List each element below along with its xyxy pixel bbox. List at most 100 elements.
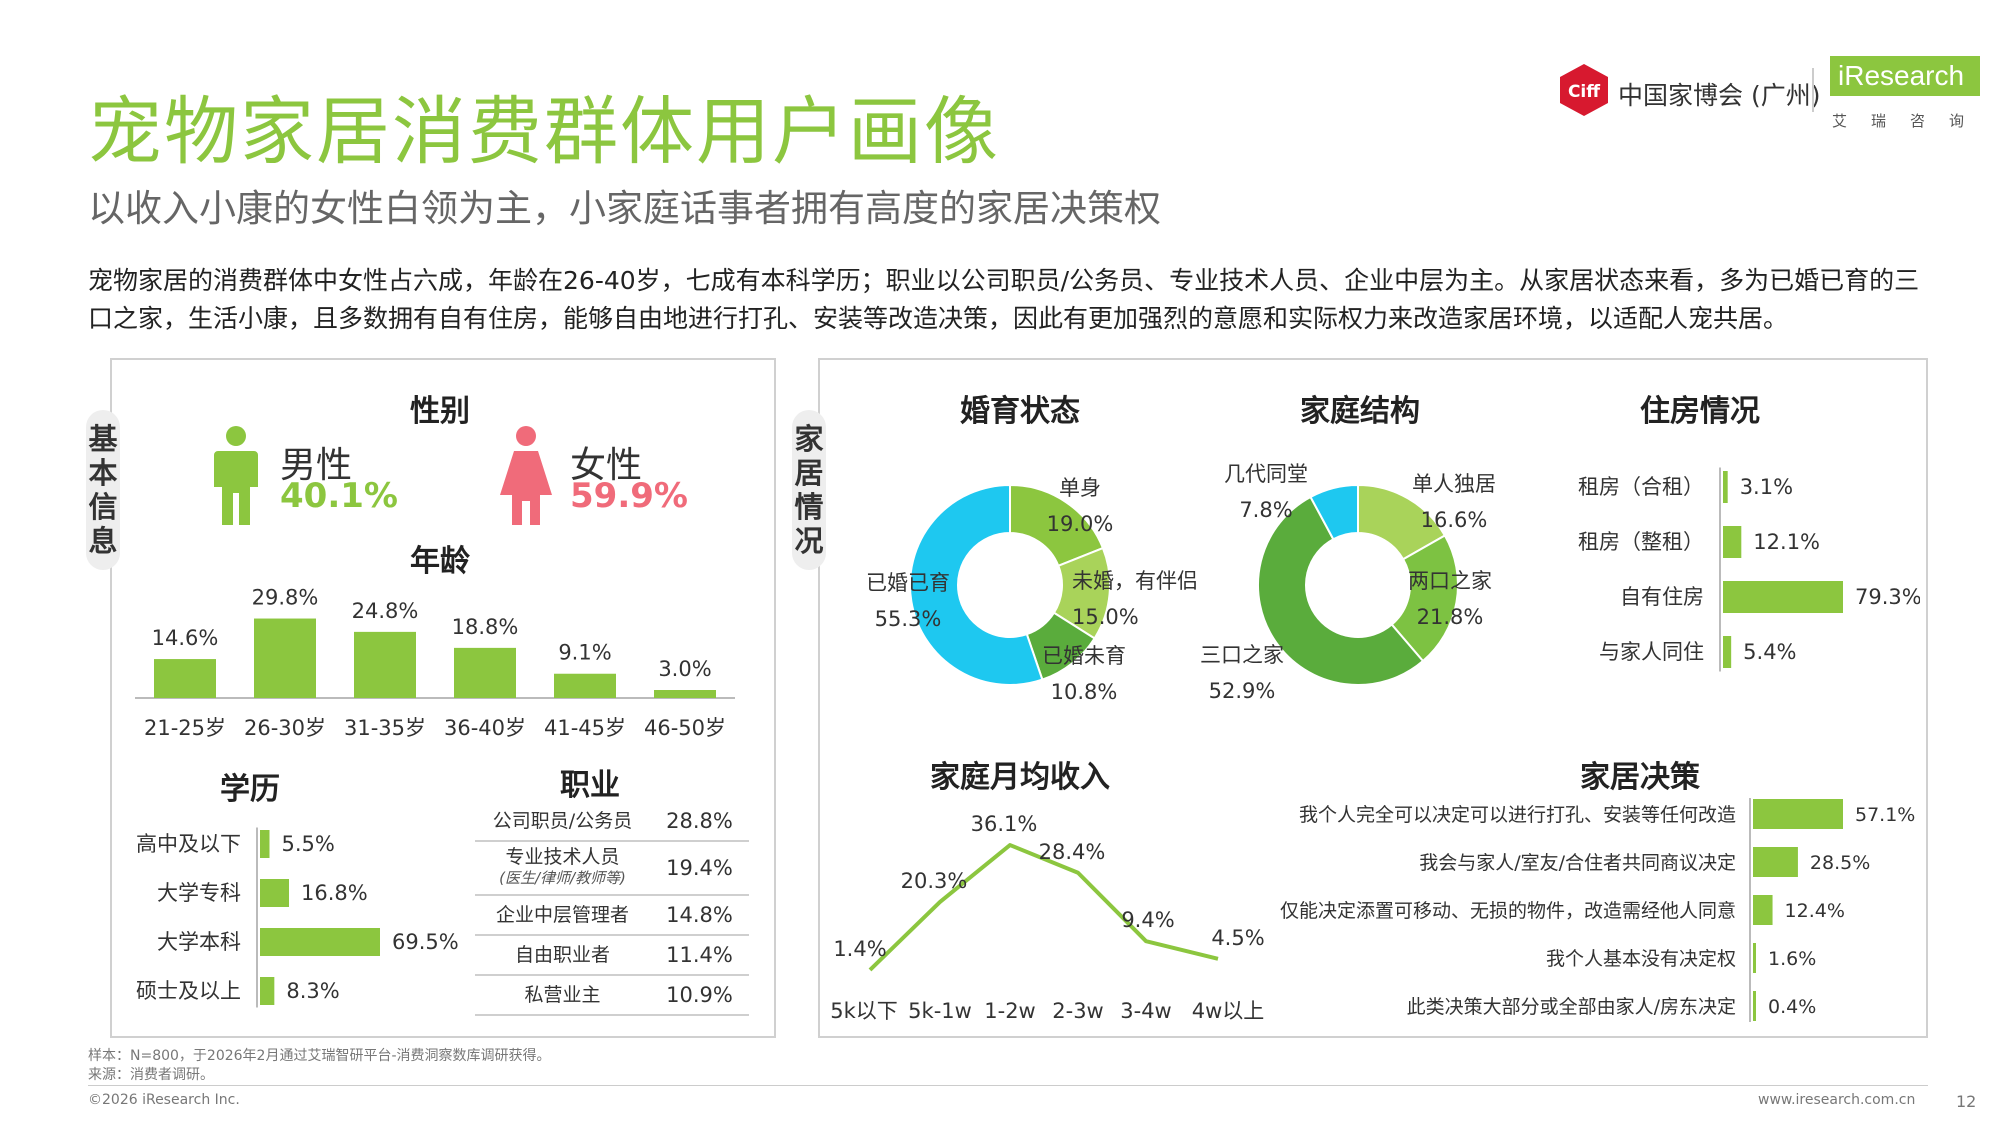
- family-slice-value: 7.8%: [1239, 498, 1292, 522]
- income-data-label: 28.4%: [1039, 840, 1106, 864]
- marital-donut-chart: 单身 19.0% 未婚，有伴侣 15.0% 已婚未育 10.8% 已婚已育 55.3%: [866, 476, 1198, 704]
- page-title: 宠物家居消费群体用户画像: [88, 89, 1000, 175]
- occupation-note: (医生/律师/教师等): [499, 869, 626, 887]
- housing-category-label: 与家人同住: [1599, 640, 1704, 664]
- decision-bar: [1753, 847, 1798, 877]
- basic-info-panel: [110, 358, 776, 1038]
- income-title: 家庭月均收入: [930, 760, 1110, 795]
- income-tick-label: 3-4w: [1120, 999, 1171, 1023]
- housing-bar: [1723, 581, 1843, 613]
- income-tick-label: 5k以下: [830, 999, 898, 1023]
- decision-data-label: 28.5%: [1810, 852, 1870, 874]
- occupation-title: 职业: [560, 768, 620, 803]
- footer-divider: [88, 1085, 1928, 1086]
- income-tick-label: 5k-1w: [908, 999, 972, 1023]
- housing-title: 住房情况: [1640, 394, 1760, 429]
- occupation-row: 自由职业者 11.4%: [475, 936, 749, 976]
- decision-title: 家居决策: [1580, 760, 1700, 795]
- family-title: 家庭结构: [1300, 394, 1420, 429]
- marital-slice-value: 10.8%: [1051, 680, 1118, 704]
- housing-category-label: 租房（合租）: [1578, 475, 1704, 499]
- footer-website: www.iresearch.com.cn: [1758, 1092, 1916, 1108]
- marital-slice: [909, 483, 1044, 686]
- decision-bar: [1753, 895, 1773, 925]
- marital-slice-name: 已婚未育: [1042, 644, 1126, 668]
- footer-source: 来源：消费者调研。: [88, 1067, 214, 1083]
- age-data-label: 18.8%: [452, 615, 519, 639]
- age-bar: [454, 647, 516, 698]
- occupation-value: 11.4%: [666, 943, 733, 967]
- housing-bar-chart: 租房（合租） 3.1% 租房（整租） 12.1% 自有住房 79.3% 与家人同住 5.4%: [1578, 467, 1920, 672]
- decision-bar: [1753, 943, 1756, 973]
- family-donut-chart: 单人独居 16.6% 两口之家 21.8% 三口之家 52.9% 几代同堂 7.8%: [1200, 462, 1496, 703]
- income-tick-label: 1-2w: [984, 999, 1035, 1023]
- family-slice-name: 单人独居: [1412, 472, 1496, 496]
- occupation-row: 专业技术人员 (医生/律师/教师等) 19.4%: [475, 842, 749, 896]
- education-data-label: 5.5%: [281, 832, 334, 856]
- marital-slice-value: 19.0%: [1047, 512, 1114, 536]
- home-status-tab: 家居情况: [792, 410, 826, 570]
- income-data-label: 1.4%: [833, 937, 886, 961]
- housing-data-label: 79.3%: [1855, 585, 1920, 609]
- decision-bar: [1753, 991, 1756, 1021]
- education-bar-chart: 高中及以下 5.5% 大学专科 16.8% 大学本科 69.5% 硕士及以上 8.3%: [136, 827, 459, 1008]
- marital-slice-value: 15.0%: [1072, 605, 1139, 629]
- occupation-name: 自由职业者: [514, 943, 610, 966]
- ciff-logo-text: Ciff: [1568, 82, 1600, 102]
- housing-category-label: 自有住房: [1620, 585, 1704, 609]
- family-slice-value: 21.8%: [1417, 605, 1484, 629]
- age-bar-chart: 14.6% 21-25岁 29.8% 26-30岁 24.8% 31-35岁 18.8% 36…: [135, 586, 735, 740]
- occupation-name: 私营业主: [524, 983, 601, 1006]
- income-data-label: 36.1%: [971, 812, 1038, 836]
- occupation-value: 10.9%: [666, 983, 733, 1007]
- male-value: 40.1%: [280, 476, 398, 516]
- occupation-name: 企业中层管理者: [495, 903, 629, 926]
- age-tick-label: 31-35岁: [344, 716, 426, 740]
- male-icon: [214, 426, 258, 525]
- family-slice-name: 两口之家: [1408, 569, 1492, 593]
- footer-sample: 样本：N=800，于2026年2月通过艾瑞智研平台-消费洞察数库调研获得。: [88, 1048, 551, 1064]
- education-data-label: 8.3%: [286, 979, 339, 1003]
- income-tick-label: 2-3w: [1052, 999, 1103, 1023]
- housing-data-label: 5.4%: [1743, 640, 1796, 664]
- decision-bar-chart: 我个人完全可以决定可以进行打孔、安装等任何改造 57.1% 我会与家人/室友/合住者…: [1280, 798, 1915, 1022]
- education-category-label: 硕士及以上: [136, 979, 241, 1003]
- education-bar: [260, 879, 290, 907]
- marital-slice-value: 55.3%: [875, 607, 942, 631]
- female-icon: [500, 426, 552, 525]
- housing-bar: [1723, 526, 1742, 558]
- iresearch-cn-name: 艾瑞咨询: [1832, 112, 1989, 130]
- decision-data-label: 12.4%: [1785, 900, 1845, 922]
- occupation-row: 公司职员/公务员 28.8%: [475, 802, 749, 842]
- income-line-chart: 1.4% 5k以下 20.3% 5k-1w 36.1% 1-2w 28.4% 2-3w 9.4%…: [830, 812, 1264, 1023]
- age-tick-label: 26-30岁: [244, 716, 326, 740]
- family-slice-name: 几代同堂: [1224, 462, 1308, 486]
- decision-category-label: 我个人基本没有决定权: [1546, 948, 1736, 970]
- age-tick-label: 21-25岁: [144, 716, 226, 740]
- family-slice-value: 16.6%: [1421, 508, 1488, 532]
- age-tick-label: 36-40岁: [444, 716, 526, 740]
- age-data-label: 29.8%: [252, 586, 319, 610]
- age-bar: [654, 690, 716, 698]
- logo-divider: [1812, 68, 1814, 112]
- age-data-label: 3.0%: [658, 657, 711, 681]
- decision-category-label: 此类决策大部分或全部由家人/房东决定: [1407, 996, 1736, 1018]
- education-category-label: 大学专科: [157, 881, 241, 905]
- page-subtitle: 以收入小康的女性白领为主，小家庭话事者拥有高度的家居决策权: [88, 187, 1161, 230]
- decision-category-label: 我会与家人/室友/合住者共同商议决定: [1419, 852, 1736, 874]
- age-tick-label: 41-45岁: [544, 716, 626, 740]
- housing-category-label: 租房（整租）: [1578, 530, 1704, 554]
- age-bar: [554, 673, 616, 698]
- occupation-table: 公司职员/公务员 28.8% 专业技术人员 (医生/律师/教师等) 19.4% 企业中层管…: [475, 802, 749, 1016]
- family-slice: [1309, 483, 1359, 541]
- decision-data-label: 1.6%: [1768, 948, 1816, 970]
- occupation-value: 28.8%: [666, 809, 733, 833]
- family-slice: [1390, 534, 1459, 663]
- male-label: 男性: [280, 445, 353, 486]
- ciff-logo-icon: Ciff: [1560, 64, 1608, 116]
- marital-slice-name: 未婚，有伴侣: [1072, 569, 1198, 593]
- family-slice-name: 三口之家: [1200, 643, 1284, 667]
- income-data-label: 20.3%: [901, 869, 968, 893]
- decision-category-label: 我个人完全可以决定可以进行打孔、安装等任何改造: [1299, 804, 1736, 826]
- education-data-label: 69.5%: [392, 930, 459, 954]
